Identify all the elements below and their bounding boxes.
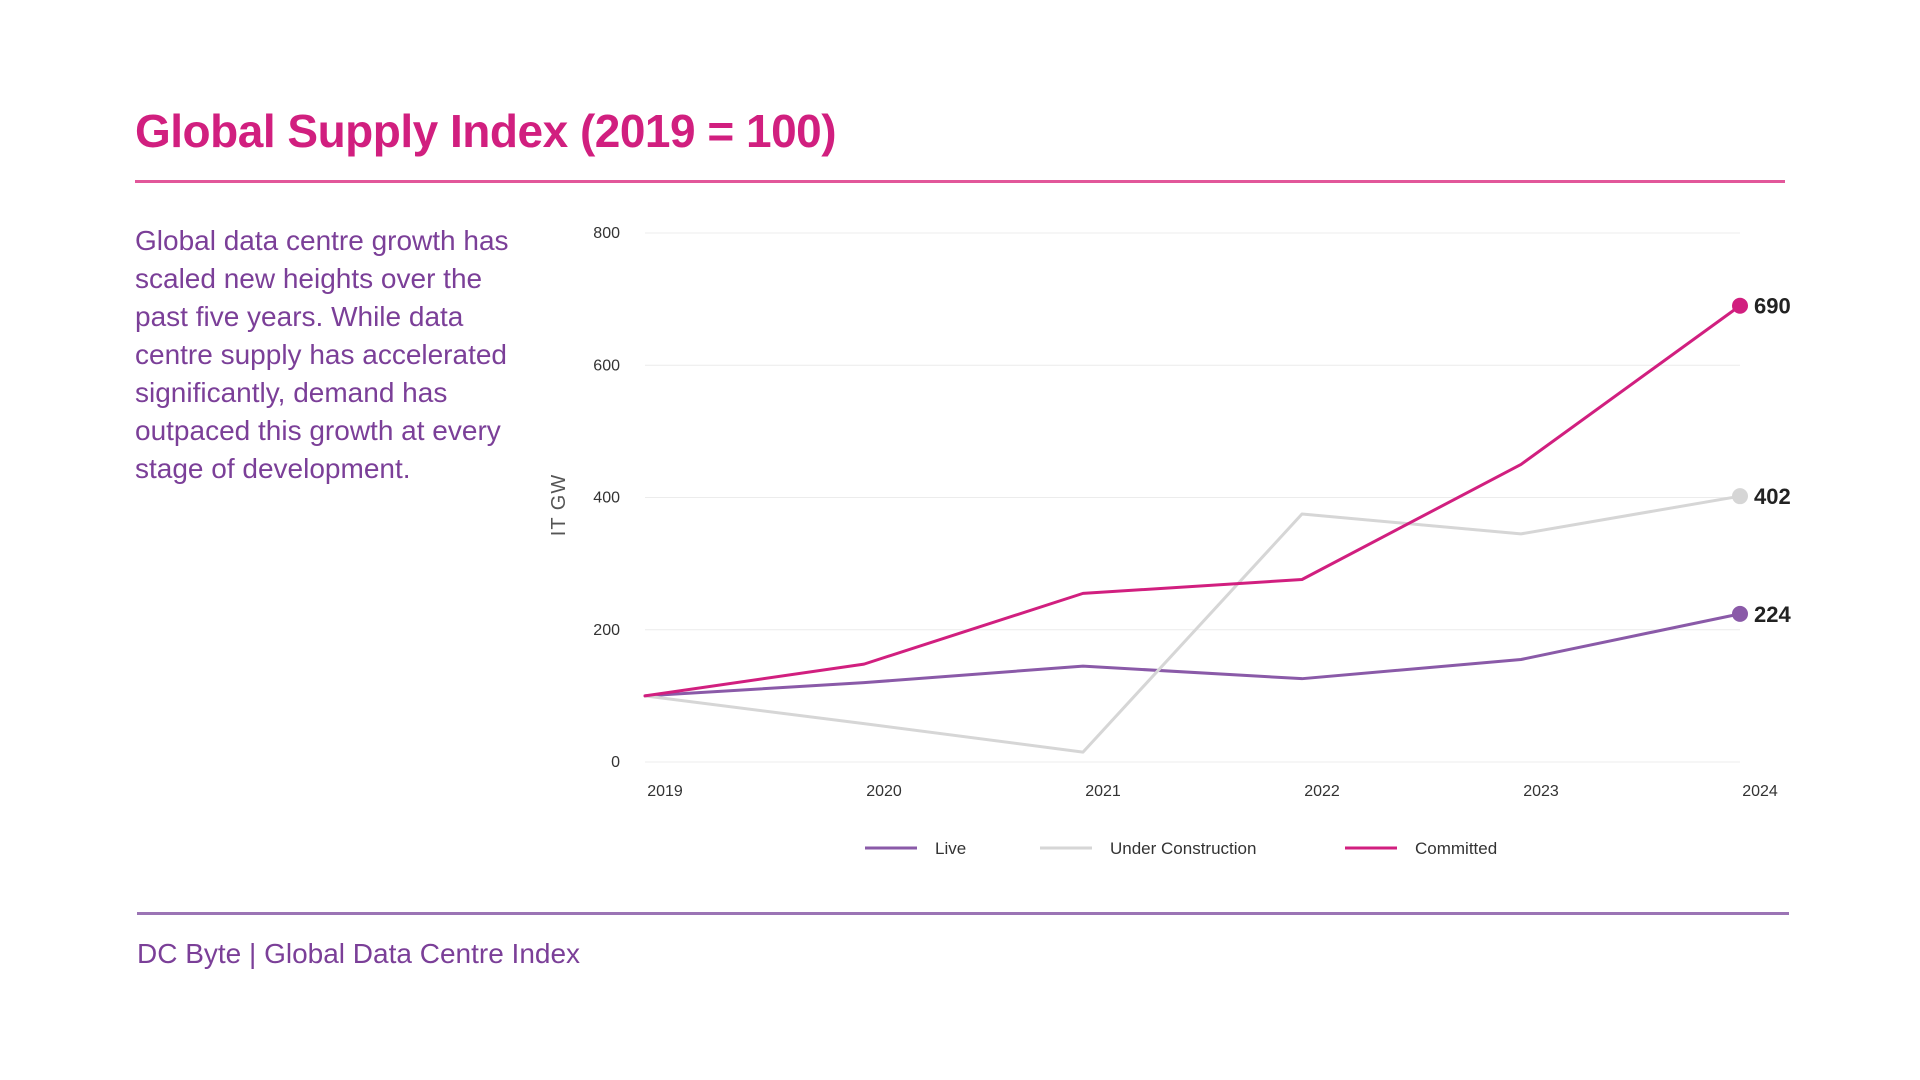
y-axis-title: IT GW <box>548 474 570 536</box>
end-value-label-committed: 690 <box>1754 294 1791 319</box>
description-text: Global data centre growth has scaled new… <box>135 225 509 484</box>
y-tick-label: 600 <box>593 357 620 374</box>
data-point-committed <box>1081 591 1085 595</box>
source-credit: DC Byte | Global Data Centre Index <box>137 938 581 969</box>
series-line-live <box>643 612 1742 698</box>
x-tick-label: 2022 <box>1304 783 1340 800</box>
data-point-under-construction <box>862 722 866 726</box>
series-line-committed <box>643 304 1742 698</box>
series-line-under-construction <box>643 494 1742 754</box>
data-point-live <box>1519 658 1523 662</box>
legend-label-committed: Committed <box>1415 839 1497 858</box>
y-tick-label: 400 <box>593 490 620 507</box>
end-marker-live <box>1732 605 1748 622</box>
x-tick-label: 2019 <box>647 783 683 800</box>
data-point-live <box>862 681 866 685</box>
x-tick-label: 2021 <box>1085 783 1121 800</box>
footer-divider <box>137 912 1789 915</box>
data-point-live <box>1300 677 1304 681</box>
end-value-label-live: 224 <box>1754 602 1791 627</box>
line-chart: 0 200 400 600 800 2019 2020 2021 2022 2023 2024 I… <box>548 225 1791 858</box>
data-point-under-construction <box>1519 532 1523 536</box>
page-title: Global Supply Index (2019 = 100) <box>135 105 837 157</box>
legend-label-under-construction: Under Construction <box>1110 839 1256 858</box>
data-point-live <box>1081 664 1085 668</box>
x-tick-label: 2020 <box>866 783 902 800</box>
x-tick-label: 2023 <box>1523 783 1559 800</box>
data-point-committed <box>1300 577 1304 581</box>
data-point-committed <box>1519 462 1523 466</box>
y-tick-label: 0 <box>611 754 620 771</box>
y-tick-label: 800 <box>593 225 620 242</box>
data-point-under-construction <box>1081 750 1085 754</box>
end-value-label-under-construction: 402 <box>1754 484 1791 509</box>
legend-label-live: Live <box>935 839 966 858</box>
data-point-under-construction <box>1300 512 1304 516</box>
data-point-committed <box>643 694 647 698</box>
end-marker-committed <box>1732 297 1748 314</box>
x-tick-label: 2024 <box>1742 783 1778 800</box>
y-tick-label: 200 <box>593 622 620 639</box>
title-divider <box>135 180 1785 183</box>
data-point-committed <box>862 662 866 666</box>
end-marker-under-construction <box>1732 488 1748 505</box>
